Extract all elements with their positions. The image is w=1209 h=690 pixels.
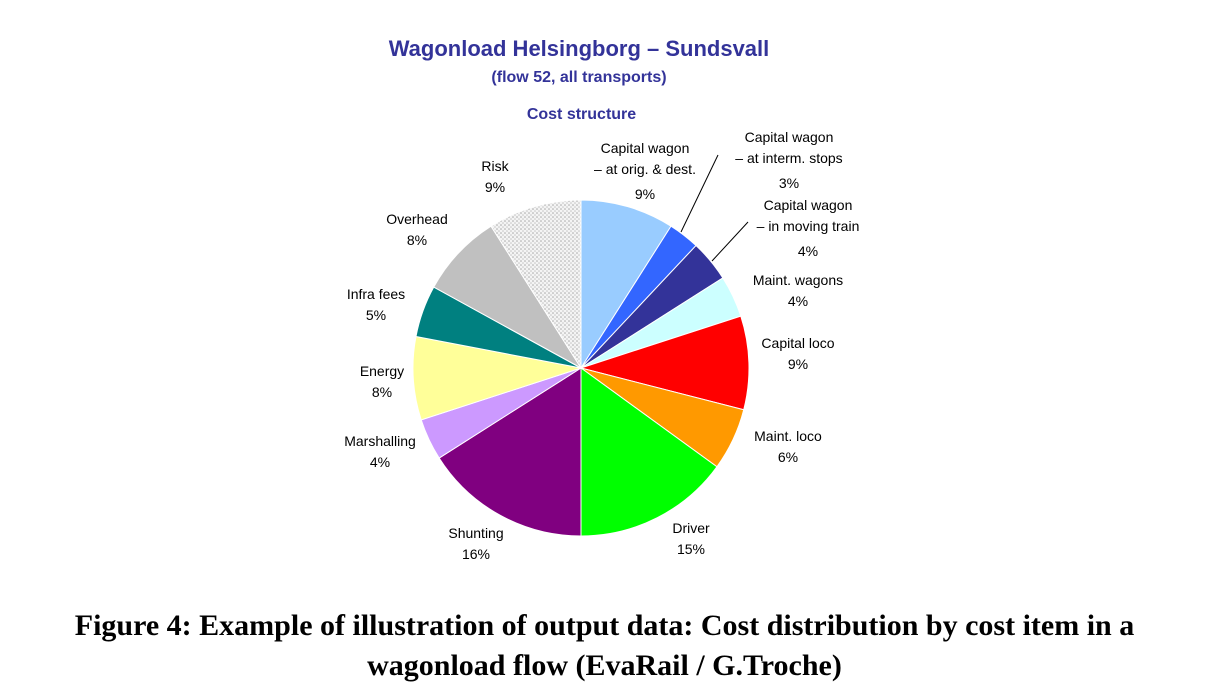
pie-slice-6	[580, 367, 718, 537]
figure-caption-line-1: Figure 4: Example of illustration of out…	[74, 609, 1135, 642]
figure-caption: Figure 4: Example of illustration of out…	[0, 606, 1209, 686]
pie-slice-label-0: Capital wagon – at orig. & dest. 9%	[594, 140, 696, 202]
pie-slice-label-9: Energy 8%	[360, 363, 404, 400]
pie-labels: Capital wagon – at orig. & dest. 9% Capital…	[344, 129, 859, 562]
pie-slice-label-5: Maint. loco 6%	[754, 428, 822, 465]
pie-slice-label-7: Shunting 16%	[448, 525, 503, 562]
pie-slice-label-8: Marshalling 4%	[344, 433, 416, 470]
pie-slice-0	[580, 199, 672, 370]
chart-title: Wagonload Helsingborg – Sundsvall	[388, 36, 770, 61]
pie-slice-4	[579, 315, 750, 411]
leader-line-2	[711, 221, 749, 262]
pie-slice-label-12: Risk 9%	[481, 158, 509, 195]
chart-subtitle: (flow 52, all transports)	[491, 69, 667, 86]
pie-slice-label-10: Infra fees 5%	[347, 286, 405, 323]
figure-caption-line-2: wagonload flow (EvaRail / G.Troche)	[367, 649, 842, 682]
pie-slice-7	[438, 367, 582, 537]
pie-slices	[412, 199, 750, 537]
pie-slice-12	[490, 199, 582, 370]
leader-line-1	[680, 154, 719, 233]
pie-slice-label-3: Maint. wagons 4%	[753, 272, 843, 309]
pie-slice-label-2: Capital wagon – in moving train 4%	[757, 197, 860, 259]
pie-slice-label-11: Overhead 8%	[386, 211, 447, 248]
pie-leader-lines	[680, 154, 749, 262]
pie-slice-label-1: Capital wagon – at interm. stops 3%	[735, 129, 842, 191]
pie-slice-label-6: Driver 15%	[672, 520, 710, 557]
pie-chart: Capital wagon – at orig. & dest. 9% Capital…	[344, 129, 859, 562]
pie-slice-label-4: Capital loco 9%	[761, 335, 834, 372]
chart-caption: Cost structure	[526, 106, 637, 123]
